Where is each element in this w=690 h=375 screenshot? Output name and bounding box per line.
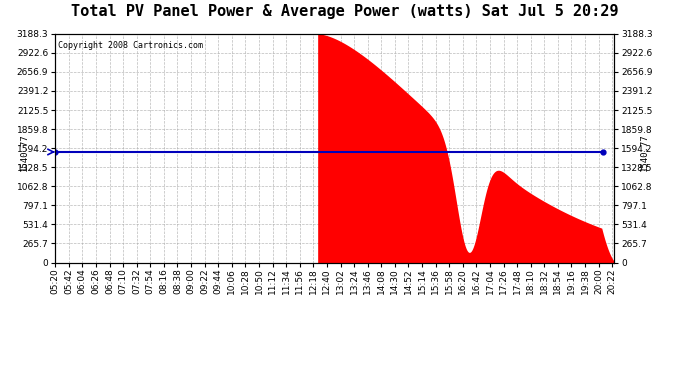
Text: Total PV Panel Power & Average Power (watts) Sat Jul 5 20:29: Total PV Panel Power & Average Power (wa… bbox=[71, 4, 619, 19]
Text: 1540.77: 1540.77 bbox=[640, 133, 649, 171]
Text: Copyright 2008 Cartronics.com: Copyright 2008 Cartronics.com bbox=[58, 40, 203, 50]
Text: 1540.77: 1540.77 bbox=[20, 133, 29, 171]
